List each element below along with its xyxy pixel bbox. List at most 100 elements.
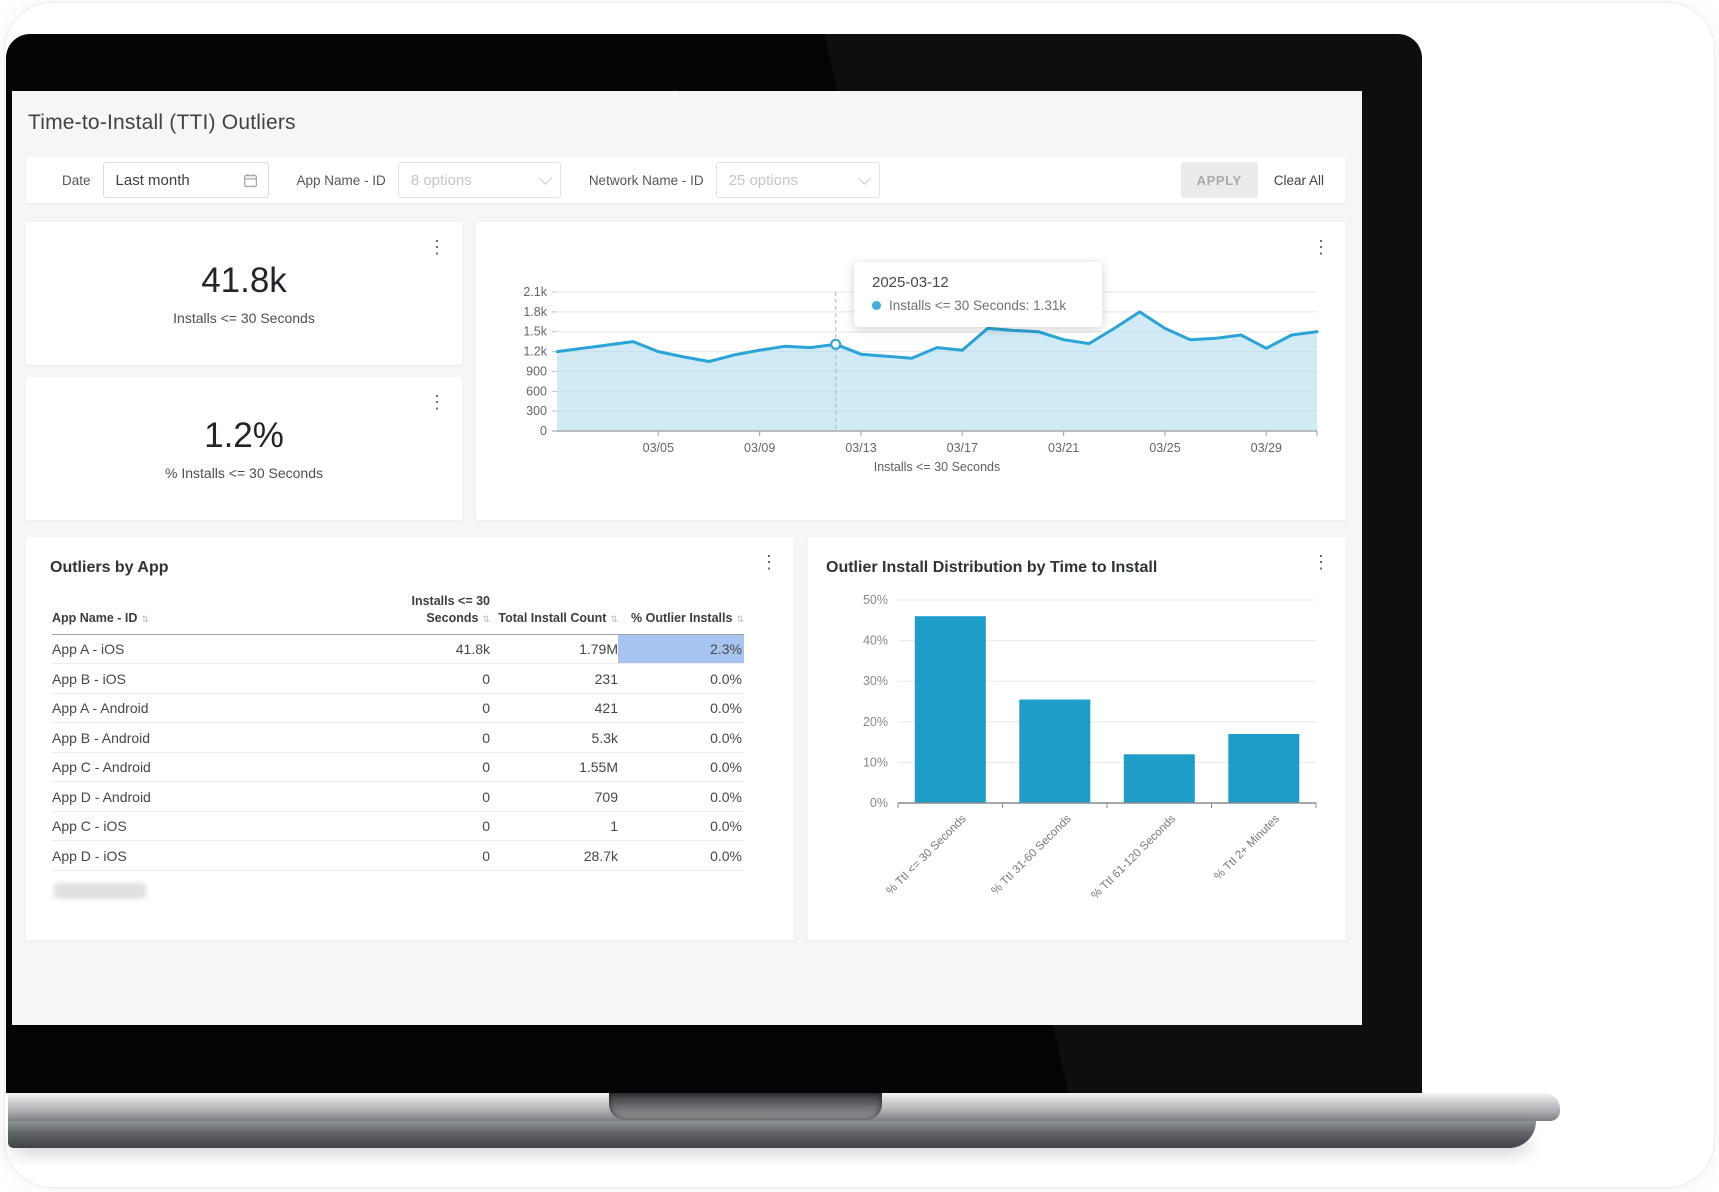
svg-text:03/13: 03/13 [845,441,876,455]
svg-text:03/29: 03/29 [1251,441,1282,455]
column-header-app-name[interactable]: App Name - ID ⇅ [52,610,372,627]
tooltip-date: 2025-03-12 [872,274,949,291]
svg-text:1.8k: 1.8k [523,305,547,319]
svg-text:600: 600 [526,384,547,398]
network-filter-value: 25 options [728,171,798,189]
cell-app-name: App A - iOS [52,641,125,657]
line-chart[interactable]: 0 300 600 900 1.2k 1.5k 1.8k 2.1k 03/05 03/09 03/1… [476,222,1346,520]
redacted-row-label [54,882,146,899]
chart-tooltip: 2025-03-12 Installs <= 30 Seconds: 1.31k [854,262,1102,327]
kebab-menu-icon[interactable]: ⋮ [1312,552,1330,572]
column-header-total-installs[interactable]: Total Install Count ⇅ [490,610,618,627]
cell-total-installs: 28.7k [583,847,618,864]
kpi-label: % Installs <= 30 Seconds [165,465,323,481]
series-dot-icon [872,301,881,310]
cell-pct-outlier: 0.0% [710,788,742,805]
cell-installs-30s: 0 [482,788,490,805]
kebab-menu-icon[interactable]: ⋮ [760,552,778,572]
dashboard: Time-to-Install (TTI) Outliers Date Last… [12,91,1362,1025]
sort-icon: ⇅ [736,613,744,624]
column-header-label: Installs <= 30 Seconds [411,594,490,625]
column-header-label: % Outlier Installs [631,610,733,625]
svg-text:0%: 0% [870,796,888,810]
table-title: Outliers by App [50,559,169,576]
sort-icon: ⇅ [482,613,490,624]
svg-text:1.2k: 1.2k [523,345,547,359]
table-row[interactable]: App A - Android 0 421 0.0% [52,694,744,724]
table-row[interactable]: App B - iOS 0 231 0.0% [52,664,744,694]
app-filter-label: App Name - ID [296,172,386,188]
cell-pct-outlier: 0.0% [710,729,742,746]
cell-total-installs: 1.79M [579,641,618,657]
svg-text:0: 0 [540,424,547,438]
line-chart-card: ⋮ 0 300 600 900 1.2k 1.5k 1.8k 2.1k 03/05 03/09 03… [476,222,1346,520]
outliers-table: App Name - ID ⇅ Installs <= 30 Seconds ⇅ T… [52,593,744,899]
date-filter-select[interactable]: Last month [102,162,269,198]
svg-text:20%: 20% [863,715,888,729]
svg-text:50%: 50% [863,593,888,607]
svg-text:03/05: 03/05 [643,441,674,455]
chevron-down-icon [538,171,552,185]
cell-installs-30s: 0 [482,729,490,746]
cell-total-installs: 1.55M [579,759,618,775]
cell-pct-outlier: 2.3% [618,634,744,664]
bar-chart-card: ⋮ Outlier Install Distribution by Time t… [808,537,1346,940]
kebab-menu-icon[interactable]: ⋮ [428,237,446,257]
column-header-pct-outlier[interactable]: % Outlier Installs ⇅ [618,610,744,627]
sort-icon: ⇅ [141,613,149,624]
svg-text:30%: 30% [863,674,888,688]
svg-text:2.1k: 2.1k [523,285,547,299]
laptop-base-bottom [8,1121,1536,1148]
cell-installs-30s: 0 [482,759,490,775]
app-filter-value: 8 options [410,171,472,189]
cell-total-installs: 5.3k [591,729,618,746]
column-header-label: App Name - ID [52,610,138,625]
x-axis-title: Installs <= 30 Seconds [873,460,1001,474]
cell-app-name: App C - iOS [52,818,127,834]
cell-pct-outlier: 0.0% [710,847,742,864]
laptop-hinge-notch [609,1093,882,1120]
table-row[interactable]: App C - Android 0 1.55M 0.0% [52,753,744,783]
cell-app-name: App D - Android [52,788,151,805]
svg-text:03/17: 03/17 [947,441,978,455]
table-row[interactable]: App D - iOS 0 28.7k 0.0% [52,841,744,871]
kebab-menu-icon[interactable]: ⋮ [1312,237,1330,257]
table-row[interactable]: App A - iOS 41.8k 1.79M 2.3% [52,634,744,665]
cell-total-installs: 231 [594,670,618,687]
cell-installs-30s: 0 [482,818,490,834]
page-title: Time-to-Install (TTI) Outliers [28,111,296,134]
apply-button[interactable]: APPLY [1180,162,1258,198]
svg-text:40%: 40% [863,634,888,648]
clear-all-link[interactable]: Clear All [1273,172,1324,188]
laptop-screen: Time-to-Install (TTI) Outliers Date Last… [6,34,1422,1093]
cell-pct-outlier: 0.0% [710,700,742,716]
column-header-label: Total Install Count [498,610,607,625]
cell-total-installs: 421 [594,700,618,716]
svg-text:300: 300 [526,404,547,418]
cell-app-name: App B - Android [52,729,151,746]
chevron-down-icon [857,171,871,185]
kebab-menu-icon[interactable]: ⋮ [428,392,446,412]
svg-text:03/21: 03/21 [1048,441,1079,455]
top-section: ⋮ 41.8k Installs <= 30 Seconds ⋮ 1.2% % … [26,222,1346,520]
column-header-installs-30s[interactable]: Installs <= 30 Seconds ⇅ [372,593,490,627]
cell-installs-30s: 0 [482,847,490,864]
table-row[interactable]: App D - Android 0 709 0.0% [52,782,744,812]
cell-installs-30s: 41.8k [455,641,490,657]
outliers-table-card: ⋮ Outliers by App App Name - ID ⇅ Install… [26,537,794,940]
svg-text:03/25: 03/25 [1149,441,1180,455]
bar-chart[interactable]: 0% 10% 20% 30% 40% 50% [808,537,1346,940]
bar-chart-title: Outlier Install Distribution by Time to … [826,559,1158,576]
filter-bar: Date Last month App Name - ID 8 options … [26,157,1346,203]
network-filter-select[interactable]: 25 options [715,162,880,198]
kpi-value: 41.8k [201,261,287,300]
cell-app-name: App C - Android [52,759,151,775]
table-row[interactable]: App B - Android 0 5.3k 0.0% [52,723,744,753]
cell-pct-outlier: 0.0% [710,759,742,775]
cell-app-name: App D - iOS [52,847,127,864]
kpi-label: Installs <= 30 Seconds [173,310,315,326]
app-filter-select[interactable]: 8 options [397,162,561,198]
table-body: App A - iOS 41.8k 1.79M 2.3% App B - iOS 0 231… [52,634,744,871]
table-row[interactable]: App C - iOS 0 1 0.0% [52,812,744,842]
cell-pct-outlier: 0.0% [710,818,742,834]
